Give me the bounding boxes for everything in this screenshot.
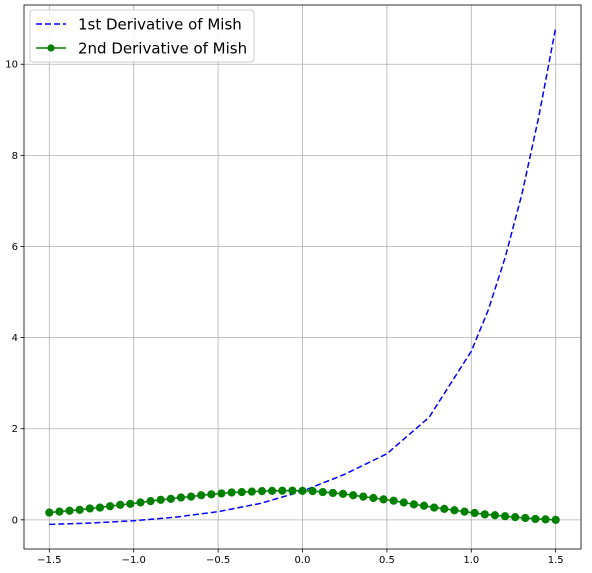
y-tick-label: 4: [12, 333, 18, 344]
series-2-point: [95, 503, 105, 512]
series-2-point: [541, 515, 550, 524]
series-1-line: [49, 27, 557, 526]
series-2-point: [105, 502, 115, 511]
series-2-point: [227, 488, 236, 497]
series-2-point: [55, 507, 64, 516]
x-tick-label: 1.0: [463, 555, 479, 566]
series-2-point: [440, 504, 449, 514]
legend-box: [29, 9, 255, 63]
series-2-point: [116, 500, 125, 509]
series-2-point: [419, 501, 429, 510]
y-tick-label: 0: [12, 515, 18, 526]
x-tick-label: 0.5: [379, 555, 395, 566]
series-2-point: [349, 491, 358, 500]
y-tick-label: 6: [12, 242, 18, 253]
series-2-point: [217, 489, 226, 498]
series-2-point: [480, 510, 489, 519]
series-2-point: [298, 486, 307, 496]
series-2-point: [470, 508, 479, 518]
legend-label-1: 1st Derivative of Mish: [78, 16, 242, 34]
series-2-point: [146, 497, 155, 506]
axis-ticks: −1.5 −1.0 −0.5 0.0 0.5 1.0 1.5 0 2 4 6 8 10: [5, 60, 563, 566]
series-2-point: [156, 495, 165, 504]
series-2-point: [278, 486, 287, 495]
series-2-point: [430, 503, 439, 512]
series-2-point: [45, 508, 54, 517]
legend-entries: 1st Derivative of Mish 2nd Derivative of …: [36, 16, 247, 58]
series-2-point: [318, 487, 327, 497]
series-2-point: [197, 491, 206, 500]
series-2-point: [369, 493, 378, 503]
series-2-point: [511, 513, 520, 522]
series-2-point: [65, 506, 74, 515]
series-2-point: [207, 490, 216, 499]
grid: [24, 5, 581, 549]
series-2-point: [187, 492, 196, 501]
series-2-point: [136, 498, 145, 507]
series-2-point: [399, 498, 408, 507]
series-2-point: [551, 515, 560, 524]
series-2-point: [450, 506, 459, 515]
y-tick-label: 2: [12, 424, 18, 435]
series-2-point: [75, 505, 84, 514]
series-2-point: [521, 513, 530, 523]
series-layer: [45, 27, 560, 526]
series-2-point: [490, 511, 500, 520]
legend: 1st Derivative of Mish 2nd Derivative of …: [29, 9, 255, 63]
series-2-point: [268, 486, 277, 496]
series-2-point: [176, 493, 186, 502]
series-2-point: [379, 495, 388, 504]
series-2-point: [328, 488, 337, 498]
series-2-point: [308, 487, 317, 496]
series-2-point: [359, 492, 368, 501]
legend-label-2: 2nd Derivative of Mish: [78, 40, 247, 58]
series-2-point: [257, 487, 267, 496]
x-tick-label: 0.0: [295, 555, 311, 566]
series-2-point: [166, 494, 175, 503]
series-2-point: [389, 496, 398, 505]
series-2-point: [531, 514, 540, 524]
series-2-point: [460, 507, 469, 516]
x-tick-label: 1.5: [548, 555, 564, 566]
series-2-point: [247, 487, 256, 496]
series-2-point: [288, 486, 297, 495]
series-2-point: [338, 489, 348, 498]
series-2-point: [237, 487, 246, 497]
x-tick-label: −1.5: [37, 555, 61, 566]
series-2-point: [500, 512, 510, 521]
legend-marker-2: [47, 44, 55, 52]
y-tick-label: 8: [12, 151, 18, 162]
series-2-point: [85, 504, 94, 513]
x-tick-label: −1.0: [122, 555, 146, 566]
x-tick-label: −0.5: [206, 555, 230, 566]
series-2-point: [409, 500, 418, 509]
series-2-point: [126, 499, 135, 508]
y-tick-label: 10: [5, 60, 18, 71]
